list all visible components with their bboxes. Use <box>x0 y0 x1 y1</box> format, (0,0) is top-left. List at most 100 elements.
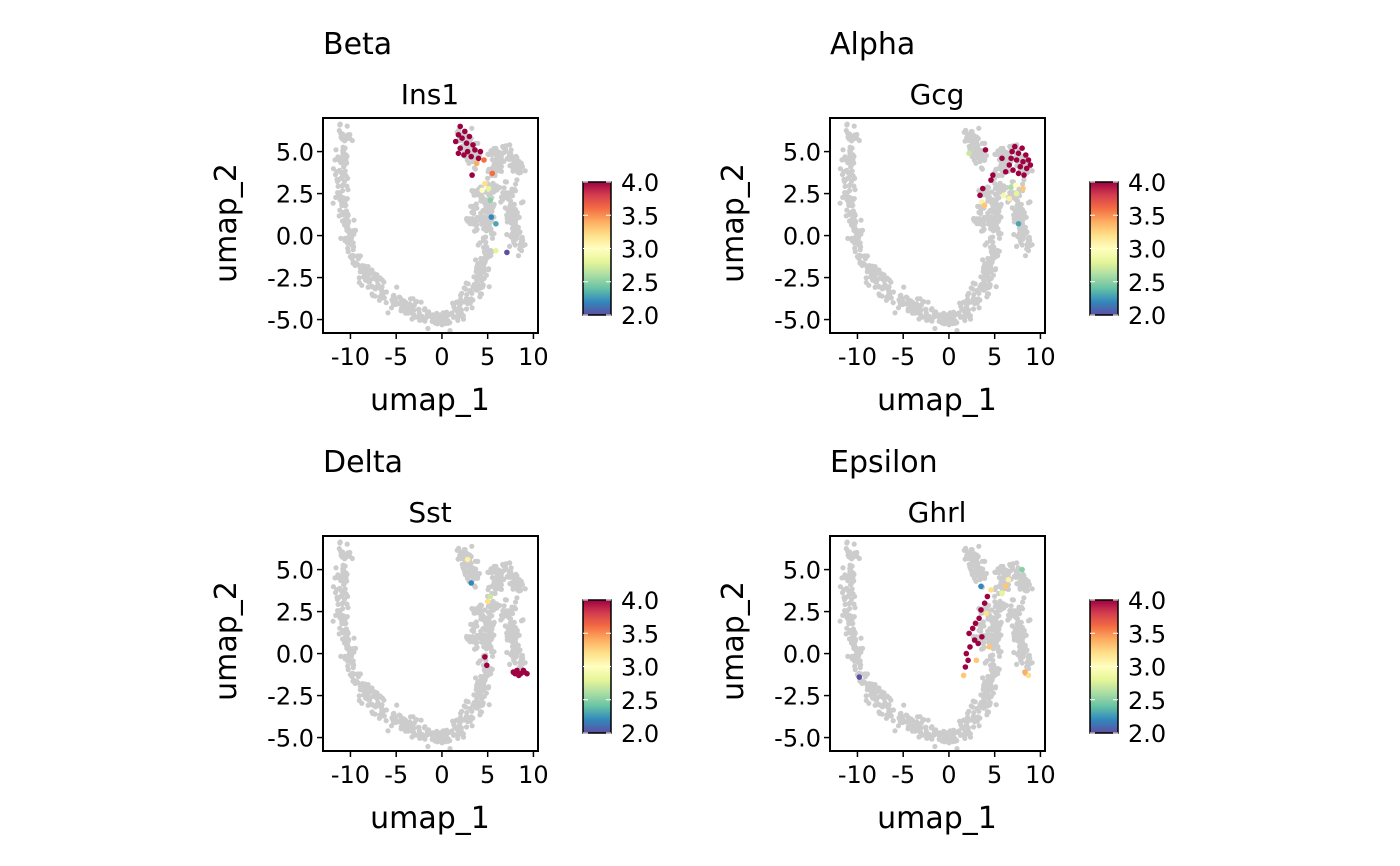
background-cell <box>468 621 474 628</box>
background-cell <box>990 646 997 652</box>
background-cell <box>516 170 522 176</box>
background-cell <box>837 618 843 624</box>
colorbar-tick-label: 2.5 <box>621 687 659 715</box>
background-cell <box>918 720 924 726</box>
y-axis-label: umap_2 <box>716 581 751 701</box>
background-cell <box>351 677 357 683</box>
background-cell <box>979 558 986 564</box>
background-cell <box>978 207 984 214</box>
background-cell <box>856 137 862 144</box>
background-cell <box>932 743 938 750</box>
expressing-cell <box>472 147 478 153</box>
background-cell <box>980 640 986 647</box>
background-cell <box>503 179 509 185</box>
background-cell <box>479 613 486 619</box>
background-cell <box>846 554 852 560</box>
background-cell <box>344 643 350 649</box>
background-cell <box>971 157 978 163</box>
background-cell <box>868 274 874 280</box>
background-cell <box>504 216 510 222</box>
background-cell <box>1020 581 1026 587</box>
background-cell <box>951 736 957 742</box>
background-cell <box>941 312 947 318</box>
background-cell <box>1029 586 1035 592</box>
background-cell <box>1003 149 1009 155</box>
gene-title: Ins1 <box>401 78 459 111</box>
background-cell <box>471 274 477 280</box>
background-cell <box>520 237 526 243</box>
expressing-cell <box>1021 172 1027 178</box>
background-cell <box>489 613 495 619</box>
background-cell <box>941 730 947 736</box>
expressing-cell <box>1025 672 1032 679</box>
background-cell <box>841 178 848 185</box>
panel-beta: Beta Ins1 -5.0 -2.5 0.0 2.5 5.0 -10 -5 0 5 10 uma… <box>209 27 659 418</box>
background-cell <box>385 310 391 316</box>
background-cell <box>350 646 356 652</box>
x-tick-label: -5 <box>891 343 915 371</box>
background-cell <box>888 295 894 301</box>
background-cell <box>343 630 350 636</box>
background-cell <box>1001 605 1007 611</box>
expressing-cell <box>1012 182 1019 188</box>
background-cell <box>410 714 416 720</box>
background-cell <box>988 215 994 221</box>
background-cell <box>986 693 992 699</box>
expressing-cell <box>477 148 484 155</box>
background-cell <box>343 208 349 214</box>
background-cell <box>998 649 1004 655</box>
background-cell <box>459 708 465 714</box>
background-cell <box>415 306 421 312</box>
background-cell <box>333 147 339 153</box>
background-cell <box>849 637 855 644</box>
background-cell <box>439 740 445 746</box>
background-cell <box>1021 595 1027 601</box>
x-axis-label: umap_1 <box>877 801 997 836</box>
background-cell <box>842 183 848 189</box>
expressing-cell <box>485 185 492 192</box>
expressing-cell <box>972 620 979 627</box>
background-cell <box>518 200 525 206</box>
background-cell <box>924 314 931 320</box>
background-cell <box>1010 597 1017 603</box>
background-cell <box>970 306 977 312</box>
background-cell <box>390 717 396 724</box>
background-cell <box>465 699 471 705</box>
background-cell <box>937 730 943 736</box>
background-cell <box>992 593 998 599</box>
y-tick-label: -2.5 <box>267 265 314 293</box>
background-cell <box>480 208 486 214</box>
background-cell <box>851 123 857 129</box>
expressing-cell <box>1015 221 1022 227</box>
y-tick-label: 0.0 <box>276 641 314 669</box>
background-cell <box>1014 616 1021 622</box>
background-cell <box>845 578 851 584</box>
background-cell <box>473 201 479 207</box>
expressing-cell <box>979 634 985 640</box>
background-cell <box>418 299 424 305</box>
background-cell <box>856 555 862 562</box>
background-cell <box>947 310 953 316</box>
background-cell <box>998 145 1004 152</box>
background-cell <box>482 668 488 674</box>
background-cell <box>990 621 996 627</box>
background-cell <box>1001 183 1007 189</box>
background-cell <box>1022 253 1029 259</box>
background-cell <box>916 734 922 740</box>
background-cell <box>844 539 850 545</box>
background-cell <box>463 286 469 292</box>
background-cell <box>464 575 470 581</box>
background-cell <box>980 619 986 625</box>
background-cell <box>966 708 972 714</box>
group-title: Delta <box>323 445 403 480</box>
background-cell <box>992 181 998 187</box>
x-axis-label: umap_1 <box>370 801 490 836</box>
background-cell <box>496 149 502 155</box>
background-cell <box>844 585 850 592</box>
background-cell <box>909 723 915 730</box>
background-cell <box>992 599 998 605</box>
background-cell <box>993 584 999 590</box>
background-cell <box>402 305 408 312</box>
colorbar-tick-label: 3.0 <box>1128 654 1166 682</box>
background-cell <box>485 609 491 615</box>
